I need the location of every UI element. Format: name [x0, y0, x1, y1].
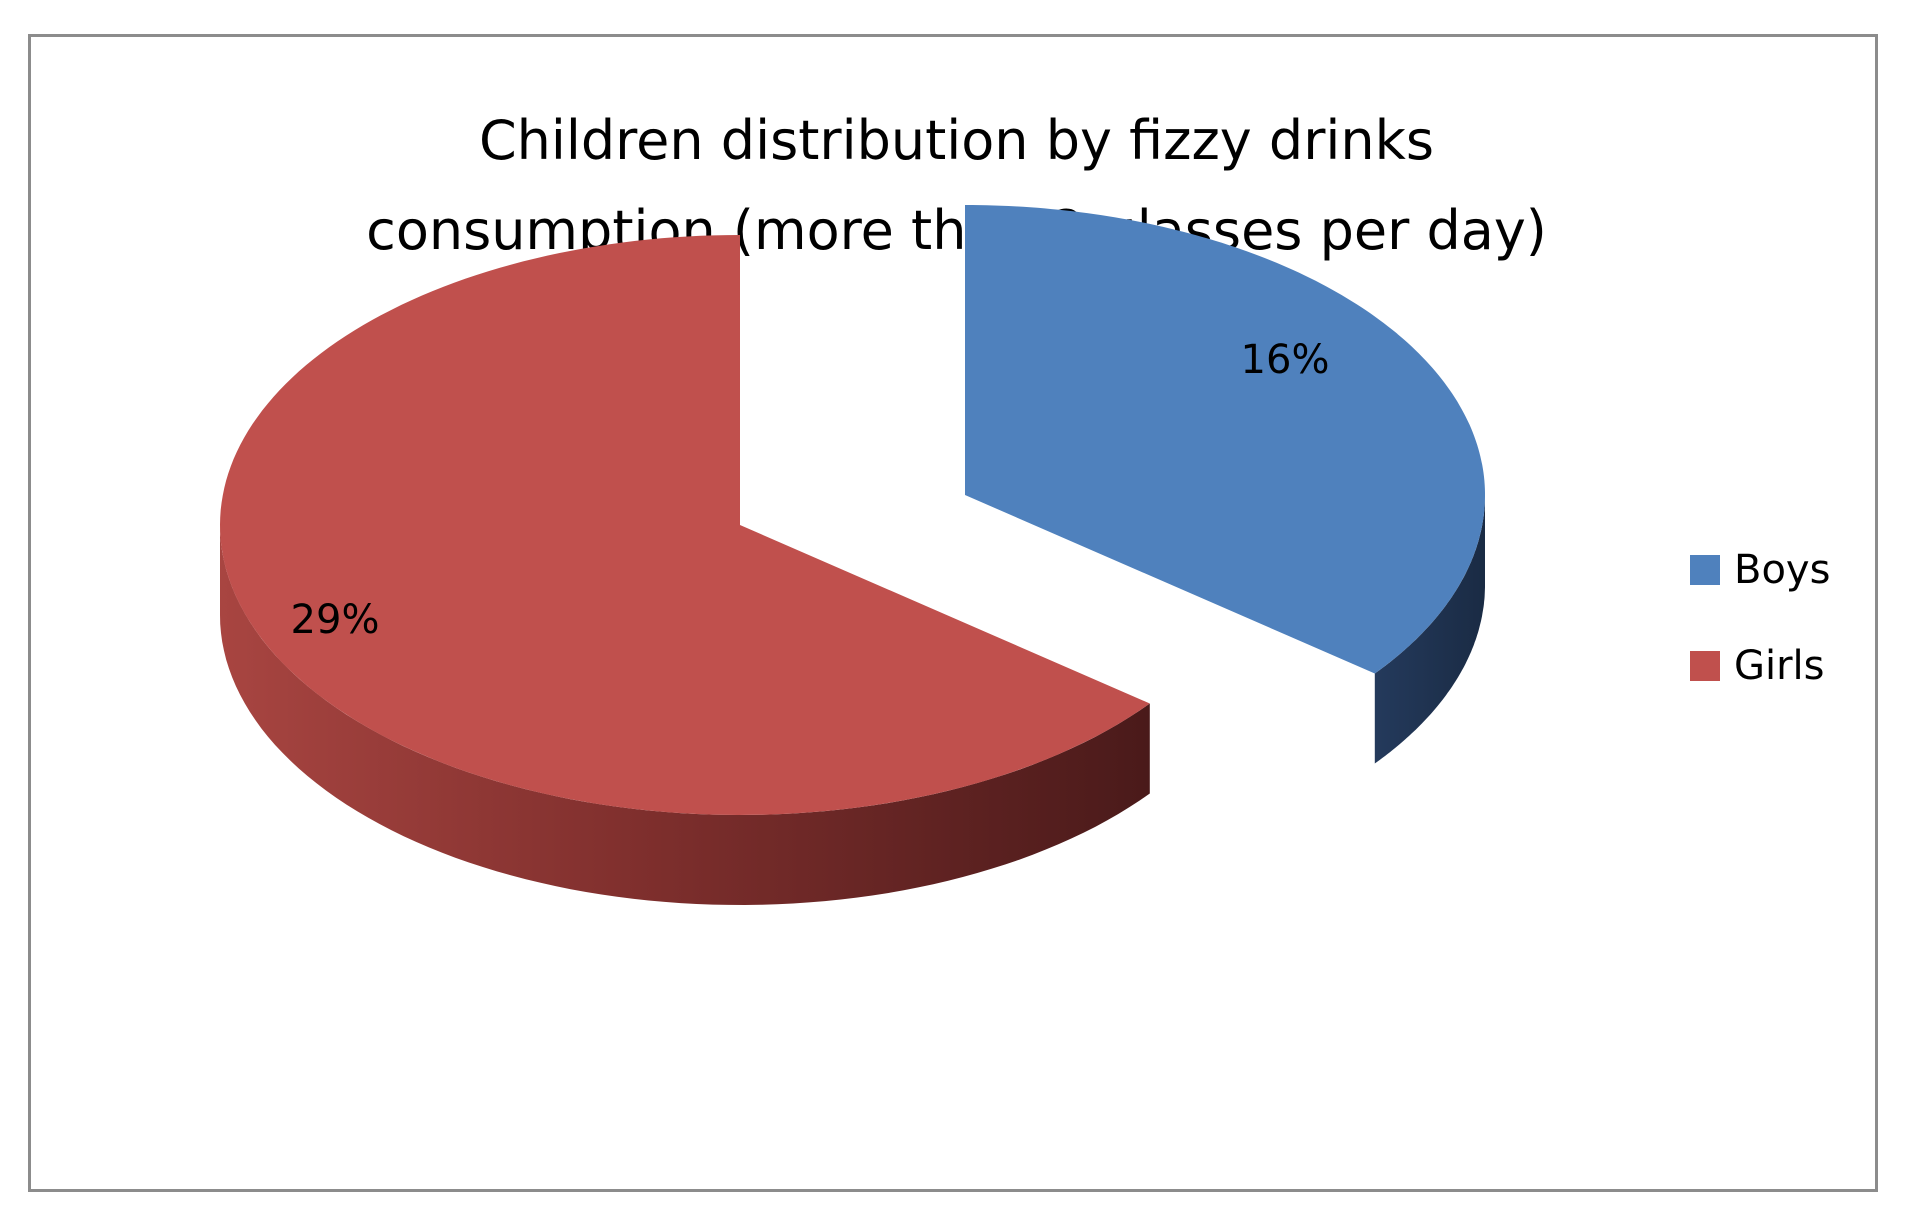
legend-item-girls: Girls [1690, 636, 1830, 696]
chart-title-line-2: consumption (more than 2 glasses per day… [366, 199, 1547, 262]
chart-title: Children distribution by fizzy drinks co… [0, 96, 1913, 276]
pie-slice-girls: 29% [220, 235, 1150, 905]
pie-top-girls [220, 235, 1150, 815]
data-label-girls: 29% [291, 597, 380, 643]
legend-label-boys: Boys [1734, 547, 1831, 593]
pie-side-wall-boys [1374, 495, 1485, 764]
data-label-boys: 16% [1241, 337, 1330, 383]
legend-swatch-girls [1690, 651, 1720, 681]
chart-title-line-1: Children distribution by fizzy drinks [478, 109, 1435, 172]
legend-swatch-boys [1690, 555, 1720, 585]
pie-slice-boys: 16% [965, 205, 1485, 764]
legend-label-girls: Girls [1734, 643, 1825, 689]
legend-item-boys: Boys [1690, 540, 1830, 600]
pie-side-wall-girls [220, 525, 1150, 905]
pie-top-boys [965, 205, 1485, 674]
legend: Boys Girls [1690, 540, 1830, 732]
